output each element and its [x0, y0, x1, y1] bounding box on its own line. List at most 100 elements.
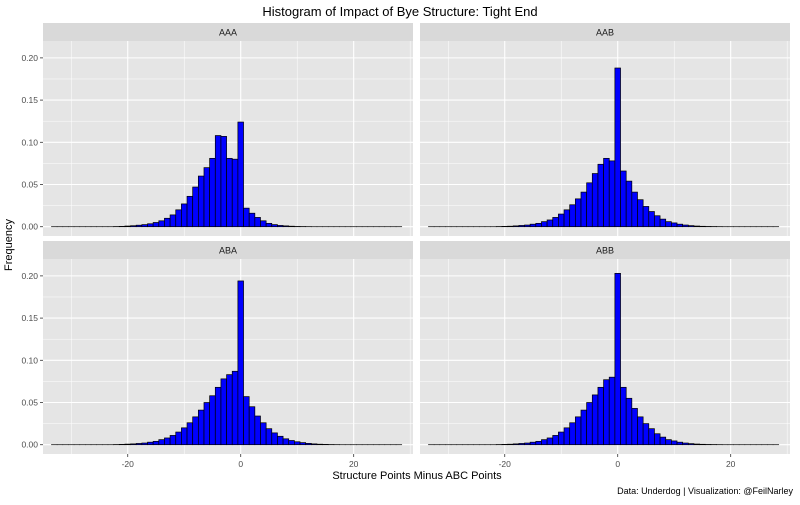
histogram-bar — [170, 215, 176, 227]
histogram-bar — [187, 423, 193, 445]
histogram-bar — [553, 217, 559, 226]
histogram-bar — [198, 176, 204, 227]
histogram-bar — [136, 225, 142, 227]
histogram-bar — [558, 432, 564, 445]
histogram-bar — [508, 444, 514, 445]
x-tick-label: -20 — [499, 459, 512, 469]
histogram-bar — [142, 443, 148, 445]
histogram-bar — [688, 444, 694, 445]
histogram-bar — [176, 210, 182, 227]
histogram-bar — [164, 218, 170, 226]
histogram-bar — [547, 438, 553, 445]
histogram-bar — [513, 444, 519, 445]
histogram-bar — [255, 416, 261, 445]
y-tick-label: 0.10 — [21, 137, 38, 147]
histogram-bar — [136, 443, 142, 444]
histogram-bar — [170, 435, 176, 444]
panel-aab: AAB — [420, 23, 790, 236]
histogram-bar — [272, 433, 278, 445]
histogram-bar — [604, 380, 610, 445]
histogram-bar — [592, 395, 598, 445]
histogram-bar — [210, 396, 216, 445]
histogram-bar — [592, 174, 598, 227]
histogram-bar — [615, 273, 621, 444]
histogram-bar — [536, 223, 542, 226]
histogram-bar — [519, 443, 525, 444]
y-tick-label: 0.05 — [21, 398, 38, 408]
histogram-bar — [609, 377, 615, 445]
histogram-bar — [654, 434, 660, 445]
histogram-bar — [131, 226, 137, 227]
histogram-bar — [581, 192, 587, 227]
histogram-bar — [232, 159, 238, 227]
histogram-bar — [125, 444, 131, 445]
histogram-bar — [575, 417, 581, 445]
histogram-bar — [570, 205, 576, 227]
histogram-bar — [637, 200, 643, 227]
histogram-bar — [300, 443, 306, 445]
histogram-bar — [193, 417, 199, 445]
histogram-bar — [249, 407, 255, 445]
histogram-bar — [317, 444, 323, 445]
x-tick-label: 20 — [349, 459, 359, 469]
histogram-bar — [530, 442, 536, 445]
histogram-bar — [249, 213, 255, 227]
histogram-bar — [221, 379, 227, 445]
histogram-bar — [238, 281, 244, 445]
histogram-bar — [536, 441, 542, 444]
histogram-bar — [626, 398, 632, 444]
histogram-bar — [604, 158, 610, 226]
histogram-bar — [666, 222, 672, 227]
x-tick-label: 0 — [615, 459, 620, 469]
histogram-bar — [575, 199, 581, 227]
histogram-bar — [289, 226, 295, 227]
histogram-bar — [615, 68, 621, 227]
histogram-bar — [660, 437, 666, 445]
histogram-bar — [564, 210, 570, 227]
histogram-bar — [159, 221, 165, 227]
histogram-bar — [654, 216, 660, 227]
histogram-bar — [530, 224, 536, 227]
histogram-bar — [626, 181, 632, 227]
histogram-bar — [508, 226, 514, 227]
histogram-bar — [283, 226, 289, 227]
histogram-bar — [131, 444, 137, 445]
histogram-bar — [306, 443, 312, 444]
chart-title: Histogram of Impact of Bye Structure: Ti… — [262, 4, 537, 19]
histogram-bar — [558, 214, 564, 227]
histogram-bar — [598, 387, 604, 444]
histogram-bar — [666, 440, 672, 445]
histogram-bar — [210, 158, 216, 226]
facet-label: AAB — [596, 28, 614, 38]
histogram-bar — [683, 443, 689, 445]
histogram-bar — [277, 225, 283, 226]
y-tick-label: 0.20 — [21, 53, 38, 63]
y-tick-label: 0.15 — [21, 95, 38, 105]
y-tick-label: 0.00 — [21, 222, 38, 232]
x-axis-title: Structure Points Minus ABC Points — [332, 470, 502, 482]
histogram-bar — [181, 204, 187, 227]
histogram-bar — [159, 440, 165, 445]
histogram-bar — [519, 225, 525, 226]
histogram-bar — [289, 440, 295, 444]
histogram-bar — [609, 161, 615, 227]
histogram-bar — [266, 429, 272, 445]
histogram-bar — [649, 429, 655, 445]
histogram-bar — [525, 443, 531, 445]
facet-label: AAA — [219, 28, 237, 38]
histogram-bar — [294, 442, 300, 445]
x-tick-label: -20 — [122, 459, 135, 469]
histogram-bar — [671, 441, 677, 445]
histogram-bar — [181, 428, 187, 445]
histogram-bar — [570, 423, 576, 445]
histogram-bar — [215, 136, 221, 227]
histogram-bar — [541, 440, 547, 445]
histogram-bar — [148, 224, 154, 227]
histogram-bar — [311, 444, 317, 445]
histogram-bar — [198, 410, 204, 445]
histogram-bar — [632, 192, 638, 227]
histogram-bar — [125, 226, 131, 227]
